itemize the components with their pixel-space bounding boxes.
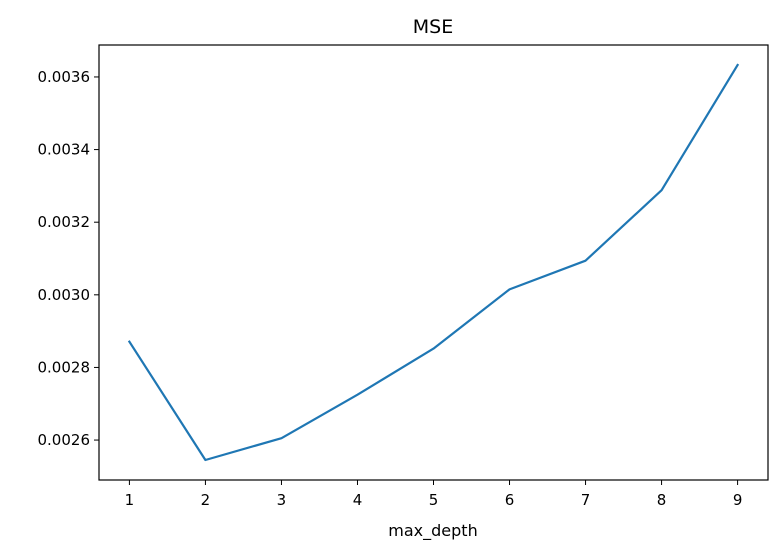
plot-frame — [98, 44, 769, 481]
ticks-layer: 1 2 3 4 5 6 7 8 9 0.0026 0.0028 0.0030 0.0032 0.0034 0… — [38, 68, 743, 509]
x-tick-label: 1 — [125, 491, 135, 509]
x-tick-label: 6 — [505, 491, 515, 509]
x-tick-label: 4 — [353, 491, 363, 509]
plot-layer — [127, 63, 740, 462]
y-tick-label: 0.0028 — [38, 358, 91, 376]
x-tick-label: 2 — [201, 491, 211, 509]
y-tick-label: 0.0032 — [38, 213, 91, 231]
y-tick-label: 0.0034 — [38, 141, 91, 159]
y-tick-label: 0.0036 — [38, 68, 91, 86]
chart-title: MSE — [413, 16, 453, 38]
series-line — [127, 63, 740, 462]
x-tick-label: 7 — [581, 491, 591, 509]
x-axis-label: max_depth — [388, 521, 477, 541]
x-tick-label: 5 — [429, 491, 439, 509]
x-tick-label: 9 — [733, 491, 743, 509]
y-tick-label: 0.0030 — [38, 286, 91, 304]
x-tick-label: 8 — [657, 491, 667, 509]
x-tick-label: 3 — [277, 491, 287, 509]
y-tick-label: 0.0026 — [38, 431, 91, 449]
